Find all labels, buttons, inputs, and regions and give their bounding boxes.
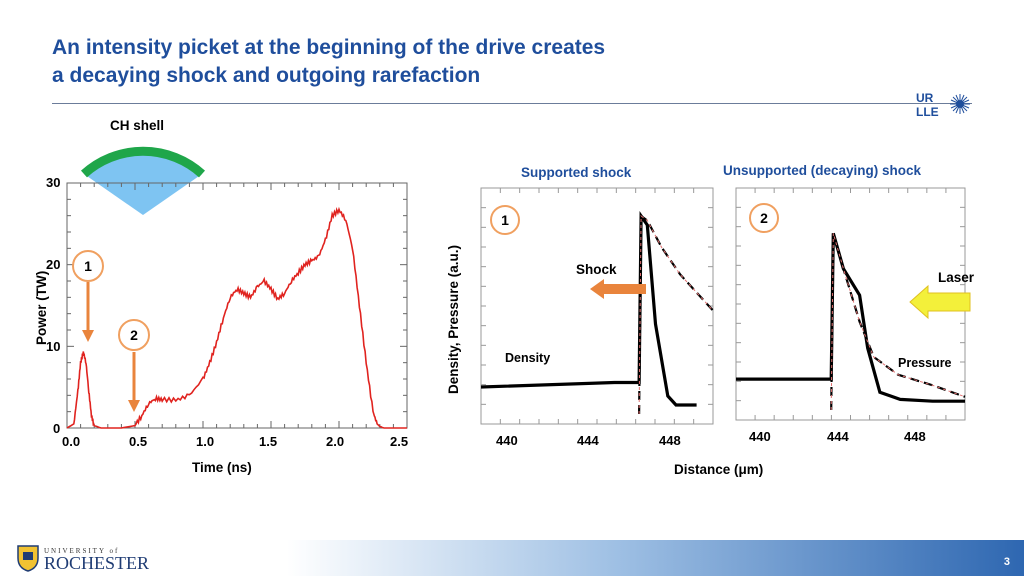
panel1-x-tick-444: 444: [577, 433, 599, 448]
panel2-title: Unsupported (decaying) shock: [723, 163, 922, 178]
right-tick-marks: [481, 188, 965, 424]
footer-bar: [0, 540, 1024, 576]
y-tick-30: 30: [46, 175, 61, 190]
y-tick-10: 10: [46, 339, 61, 354]
panel2-x-tick-444: 444: [827, 429, 849, 444]
panel1-x-tick-440: 440: [496, 433, 518, 448]
y-tick-20: 20: [46, 257, 61, 272]
panel1-pressure-sim-line: [638, 215, 714, 415]
power-pulse-line: [66, 206, 407, 429]
ch-shell-icon: [80, 146, 206, 215]
x-tick-0-5: 0.5: [129, 434, 148, 449]
logo-text-1: UR: [916, 91, 934, 105]
y-tick-0: 0: [53, 421, 61, 436]
left-y-axis-label: Power (TW): [34, 270, 49, 345]
shell-label: CH shell: [110, 118, 165, 133]
starburst-icon: [950, 94, 970, 114]
left-tick-marks: [66, 182, 407, 429]
x-tick-0: 0.0: [62, 434, 81, 449]
left-x-axis-label: Time (ns): [192, 460, 252, 475]
marker-2-arrow: [128, 352, 140, 412]
pressure-label: Pressure: [898, 356, 952, 370]
logo-text-2: LLE: [916, 105, 939, 119]
x-tick-2-0: 2.0: [326, 434, 345, 449]
panel1-marker: 1: [490, 205, 520, 235]
right-y-axis-label: Density, Pressure (a.u.): [446, 244, 461, 394]
panel2-pressure-sim-line: [830, 233, 966, 411]
marker-2: 2: [118, 319, 150, 351]
page-number: 3: [1003, 556, 1010, 568]
marker-1: 1: [72, 250, 104, 282]
x-tick-1-0: 1.0: [196, 434, 215, 449]
shock-label: Shock: [576, 262, 617, 277]
panel2-pressure-line: [830, 232, 966, 411]
marker-1-arrow: [82, 282, 94, 342]
left-plot-frame: [66, 182, 408, 429]
right-x-axis-label: Distance (μm): [674, 462, 764, 477]
university-of-text: UNIVERSITY of: [44, 547, 120, 555]
title-line-1: An intensity picket at the beginning of …: [52, 36, 606, 59]
shock-arrow-icon: [590, 279, 646, 299]
x-tick-1-5: 1.5: [259, 434, 278, 449]
panel1-x-tick-448: 448: [659, 433, 681, 448]
panel1-density-line: [480, 210, 697, 407]
title-divider: [52, 103, 972, 104]
panel2-marker: 2: [749, 203, 779, 233]
panel2-x-tick-448: 448: [904, 429, 926, 444]
x-tick-2-5: 2.5: [390, 434, 409, 449]
panel2-density-line: [736, 232, 965, 403]
ur-lle-logo: UR LLE: [916, 91, 970, 119]
rochester-wordmark: ROCHESTER: [44, 553, 150, 573]
laser-label: Laser: [938, 270, 975, 285]
laser-arrow-icon: [909, 284, 971, 320]
title-line-2: a decaying shock and outgoing rarefactio…: [52, 64, 481, 87]
slide-title: An intensity picket at the beginning of …: [52, 34, 812, 90]
density-label: Density: [505, 351, 551, 365]
panel1-pressure-line: [638, 213, 714, 415]
panel2-x-tick-440: 440: [749, 429, 771, 444]
rochester-seal-icon: [17, 545, 39, 572]
panel1-title: Supported shock: [521, 165, 632, 180]
